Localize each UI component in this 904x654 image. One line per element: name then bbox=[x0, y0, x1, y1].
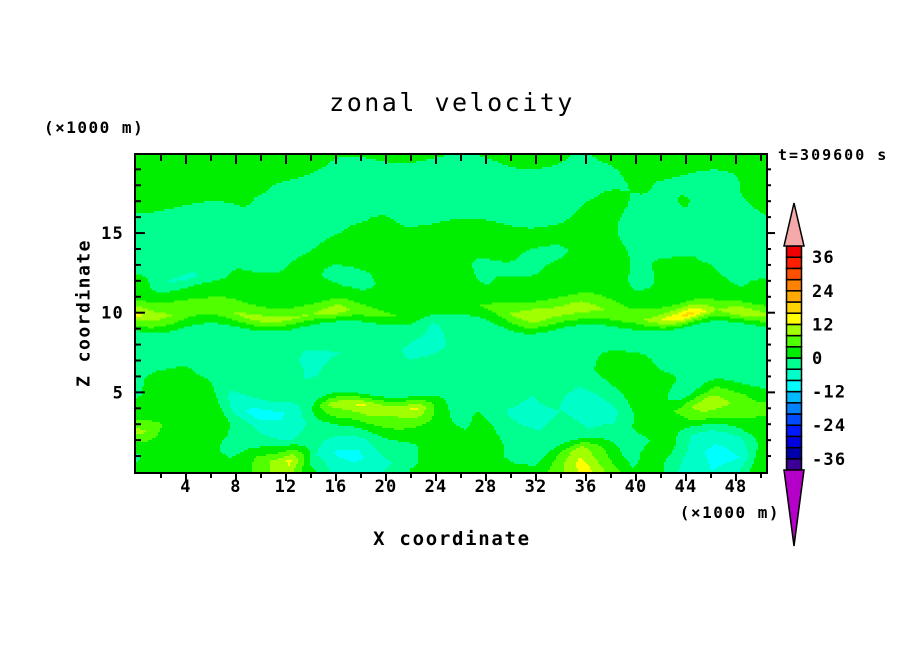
x-tick-label: 20 bbox=[375, 477, 398, 497]
plot-frame bbox=[134, 153, 768, 474]
colorbar-segment bbox=[785, 301, 803, 314]
colorbar-segment bbox=[785, 390, 803, 404]
plot-title: zonal velocity bbox=[329, 88, 575, 117]
colorbar-label: -12 bbox=[812, 383, 846, 403]
colorbar-segment bbox=[785, 446, 803, 460]
y-tick-label: 5 bbox=[113, 383, 124, 403]
x-tick-label: 36 bbox=[575, 477, 598, 497]
colorbar-arrow-down bbox=[783, 469, 805, 547]
colorbar-segment bbox=[785, 290, 803, 303]
colorbar-arrow-up bbox=[783, 202, 805, 247]
x-axis-title: X coordinate bbox=[373, 528, 531, 550]
colorbar-segment bbox=[785, 278, 803, 292]
x-tick-label: 12 bbox=[275, 477, 298, 497]
x-tick-label: 8 bbox=[230, 477, 241, 497]
colorbar-segment bbox=[785, 245, 803, 258]
colorbar-label: -24 bbox=[812, 416, 846, 436]
colorbar-segment bbox=[785, 323, 803, 337]
contour-field-canvas bbox=[136, 155, 766, 472]
x-tick-label: 16 bbox=[325, 477, 348, 497]
x-tick-label: 48 bbox=[725, 477, 748, 497]
colorbar-segment bbox=[785, 413, 803, 426]
time-label: t=309600 s bbox=[778, 146, 889, 164]
colorbar-label: 24 bbox=[812, 282, 835, 302]
colorbar-label: -36 bbox=[812, 450, 846, 470]
colorbar-label: 36 bbox=[812, 248, 835, 268]
x-tick-label: 28 bbox=[475, 477, 498, 497]
colorbar-label: 0 bbox=[812, 349, 823, 369]
x-axis-unit-label: (×1000 m) bbox=[679, 503, 780, 522]
x-tick-label: 4 bbox=[180, 477, 191, 497]
y-tick-label: 15 bbox=[101, 224, 124, 244]
colorbar-segment bbox=[785, 312, 803, 326]
colorbar-segment bbox=[785, 267, 803, 281]
colorbar-segment bbox=[785, 458, 803, 471]
colorbar-segment bbox=[785, 435, 803, 449]
x-tick-label: 44 bbox=[675, 477, 698, 497]
colorbar-segment bbox=[785, 256, 803, 270]
colorbar-segment bbox=[785, 379, 803, 393]
colorbar-segment bbox=[785, 368, 803, 382]
colorbar-segment bbox=[785, 357, 803, 370]
y-axis-unit-label: (×1000 m) bbox=[44, 118, 145, 137]
colorbar-segment bbox=[785, 346, 803, 359]
colorbar-label: 12 bbox=[812, 315, 835, 335]
x-tick-label: 24 bbox=[425, 477, 448, 497]
y-tick-label: 10 bbox=[101, 304, 124, 324]
x-tick-label: 32 bbox=[525, 477, 548, 497]
colorbar-segment bbox=[785, 402, 803, 415]
x-tick-label: 40 bbox=[625, 477, 648, 497]
colorbar-segment bbox=[785, 424, 803, 438]
colorbar-segment bbox=[785, 334, 803, 348]
